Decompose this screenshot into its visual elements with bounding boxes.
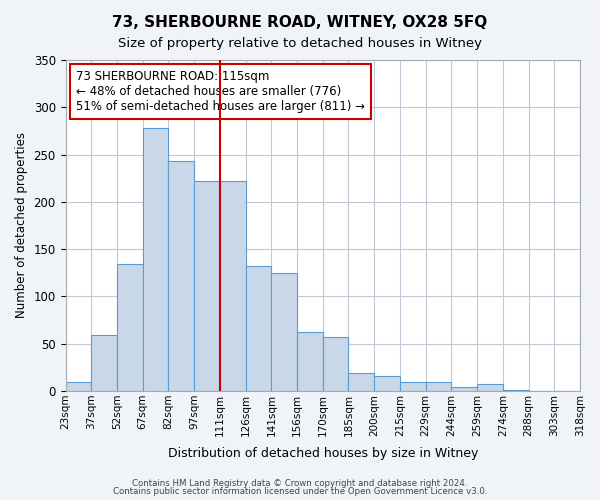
Bar <box>503 390 529 391</box>
Bar <box>143 128 169 391</box>
Bar <box>194 181 220 391</box>
Bar <box>297 332 323 391</box>
Bar <box>220 181 245 391</box>
Bar <box>65 382 91 391</box>
Text: 73 SHERBOURNE ROAD: 115sqm
← 48% of detached houses are smaller (776)
51% of sem: 73 SHERBOURNE ROAD: 115sqm ← 48% of deta… <box>76 70 365 113</box>
Bar <box>477 384 503 391</box>
Bar <box>425 382 451 391</box>
Bar <box>323 337 349 391</box>
Bar <box>374 376 400 391</box>
Bar <box>117 264 143 391</box>
Text: Size of property relative to detached houses in Witney: Size of property relative to detached ho… <box>118 38 482 51</box>
Y-axis label: Number of detached properties: Number of detached properties <box>15 132 28 318</box>
Bar <box>169 161 194 391</box>
X-axis label: Distribution of detached houses by size in Witney: Distribution of detached houses by size … <box>167 447 478 460</box>
Bar <box>349 373 374 391</box>
Text: Contains HM Land Registry data © Crown copyright and database right 2024.: Contains HM Land Registry data © Crown c… <box>132 478 468 488</box>
Text: 73, SHERBOURNE ROAD, WITNEY, OX28 5FQ: 73, SHERBOURNE ROAD, WITNEY, OX28 5FQ <box>112 15 488 30</box>
Bar <box>271 273 297 391</box>
Bar <box>400 382 425 391</box>
Bar <box>451 387 477 391</box>
Bar <box>91 335 117 391</box>
Text: Contains public sector information licensed under the Open Government Licence v3: Contains public sector information licen… <box>113 487 487 496</box>
Bar <box>245 266 271 391</box>
